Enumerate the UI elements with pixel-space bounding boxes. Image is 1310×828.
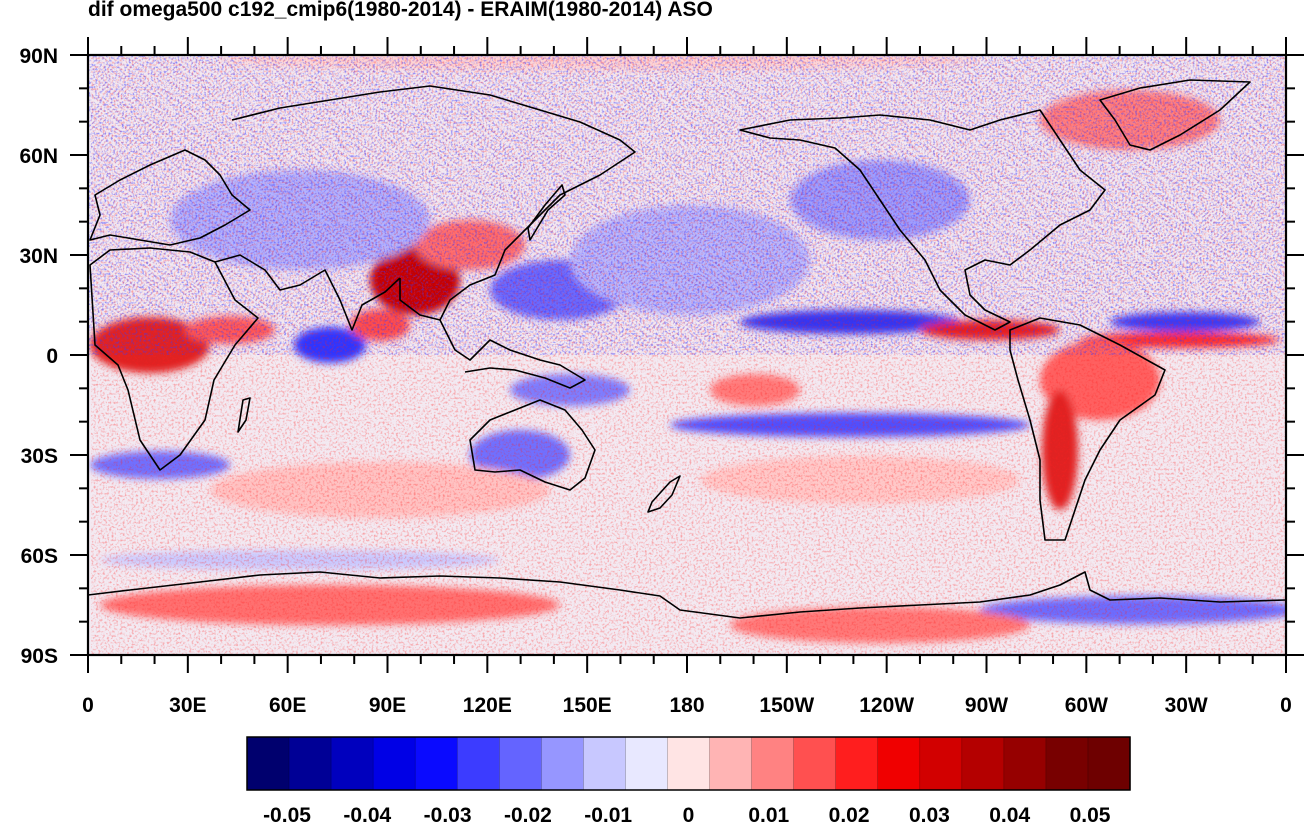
lon-tick-label: 30E: [169, 694, 206, 717]
colorbar-box: [877, 737, 921, 790]
map-title: dif omega500 c192_cmip6(1980-2014) - ERA…: [88, 0, 713, 21]
colorbar-box: [541, 737, 584, 790]
lon-tick-label: 90W: [965, 694, 1008, 717]
colorbar-box: [373, 737, 416, 790]
colorbar-box: [457, 737, 500, 790]
colorbar-label: -0.01: [584, 804, 632, 827]
colorbar-box: [625, 737, 669, 790]
colorbar-label: -0.05: [263, 804, 311, 827]
colorbar-label: 0.04: [989, 804, 1030, 827]
lat-tick-label: 30N: [19, 245, 58, 268]
colorbar-box: [961, 737, 1005, 790]
colorbar-box: [415, 737, 458, 790]
colorbar-label: -0.03: [424, 804, 472, 827]
colorbar-box: [331, 737, 374, 790]
lon-tick-label: 0: [1280, 694, 1292, 717]
colorbar-box: [751, 737, 795, 790]
coastline-africa: [89, 247, 259, 471]
coastline-greenland: [1099, 79, 1251, 151]
colorbar-box: [793, 737, 837, 790]
colorbar-box: [1087, 737, 1131, 790]
lon-tick-label: 60W: [1065, 694, 1108, 717]
longitude-axis: 0 30E 60E 90E 120E 150E 180 150W 120W 90W 60W 30W 0: [82, 37, 1292, 717]
coastline-asia: [231, 85, 636, 321]
latitude-axis: 90N 60N 30N 0 30S 60S 90S: [19, 45, 1304, 668]
lon-tick-label: 150W: [759, 694, 814, 717]
coastline-arabia-india: [214, 254, 401, 331]
coastline-europe: [89, 149, 251, 246]
colorbar-box: [247, 737, 290, 790]
lon-tick-label: 30W: [1165, 694, 1208, 717]
lat-tick-label: 60S: [21, 545, 58, 568]
colorbar-label: 0.03: [909, 804, 950, 827]
coastline-japan: [527, 184, 566, 241]
coastline-north-america: [739, 109, 1106, 331]
lon-tick-label: 60E: [269, 694, 306, 717]
lon-tick-label: 150E: [563, 694, 612, 717]
lon-tick-label: 0: [82, 694, 94, 717]
colorbar-label: -0.04: [343, 804, 391, 827]
field-texture-red: [91, 57, 1286, 655]
colorbar-box: [499, 737, 542, 790]
colorbar-label: 0.05: [1070, 804, 1111, 827]
lat-tick-label: 90N: [19, 45, 58, 68]
colorbar-frame: [246, 736, 1131, 791]
lat-tick-label: 0: [46, 345, 58, 368]
colorbar-box: [1003, 737, 1047, 790]
colorbar-label: 0.02: [829, 804, 870, 827]
colorbar: -0.05 -0.04 -0.03 -0.02 -0.01 0 0.01 0.02 0.03 0.…: [246, 736, 1131, 827]
lon-tick-label: 90E: [369, 694, 406, 717]
colorbar-box: [289, 737, 332, 790]
lat-tick-label: 60N: [19, 145, 58, 168]
colorbar-label: -0.02: [504, 804, 552, 827]
lon-tick-label: 120E: [463, 694, 512, 717]
lon-tick-label: 120W: [859, 694, 914, 717]
omega-field: [88, 55, 1286, 655]
coastline-antarctica: [88, 571, 1286, 619]
coastline-southeast-asia: [439, 319, 586, 389]
coastlines: [88, 79, 1286, 619]
colorbar-box: [709, 737, 753, 790]
coastline-australia: [469, 399, 596, 491]
lat-tick-label: 90S: [21, 645, 58, 668]
colorbar-box: [919, 737, 963, 790]
colorbar-box: [583, 737, 627, 790]
colorbar-label: 0.01: [748, 804, 789, 827]
coastline-new-zealand: [647, 475, 681, 513]
coastline-madagascar: [237, 397, 251, 433]
colorbar-label: 0: [683, 804, 695, 827]
lat-tick-label: 30S: [21, 445, 58, 468]
colorbar-box: [835, 737, 879, 790]
coastline-south-america: [1009, 317, 1166, 541]
colorbar-box: [1045, 737, 1089, 790]
lon-tick-label: 180: [669, 694, 704, 717]
colorbar-box: [667, 737, 711, 790]
